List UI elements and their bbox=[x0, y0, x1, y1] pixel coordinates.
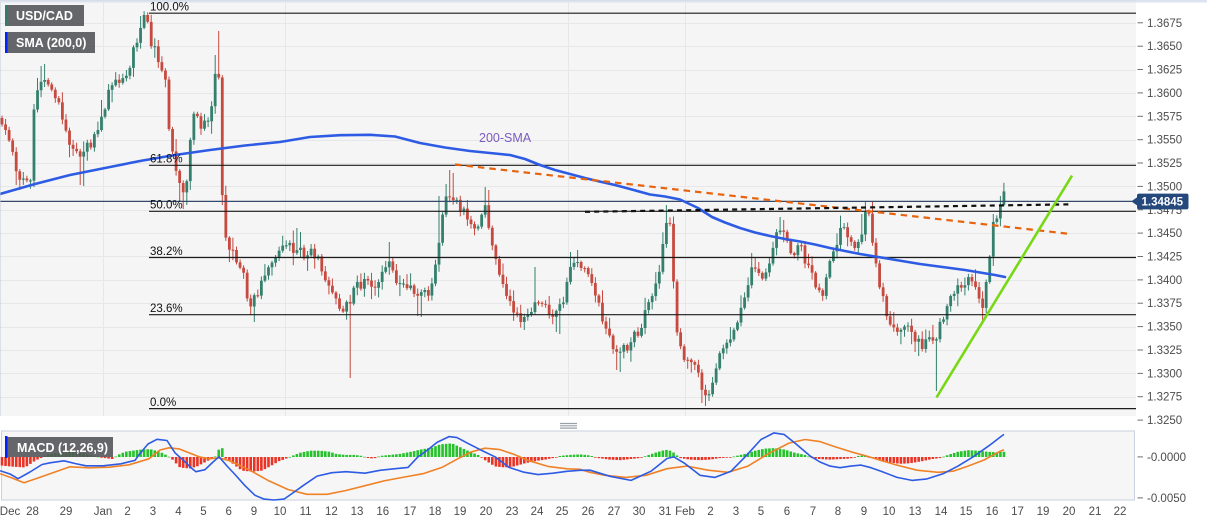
svg-text:20: 20 bbox=[480, 506, 493, 518]
svg-text:10: 10 bbox=[883, 506, 896, 518]
svg-text:1.3350: 1.3350 bbox=[1147, 322, 1182, 334]
svg-text:1.3550: 1.3550 bbox=[1147, 135, 1182, 147]
svg-text:17: 17 bbox=[404, 506, 417, 518]
svg-text:Jan: Jan bbox=[94, 506, 113, 518]
svg-text:1.3425: 1.3425 bbox=[1147, 252, 1182, 264]
svg-text:1.3600: 1.3600 bbox=[1147, 88, 1182, 100]
svg-text:200-SMA: 200-SMA bbox=[479, 131, 532, 145]
svg-text:9: 9 bbox=[251, 506, 257, 518]
svg-text:USD/CAD: USD/CAD bbox=[16, 9, 73, 23]
svg-text:-0.0050: -0.0050 bbox=[1147, 493, 1186, 505]
svg-text:1.3525: 1.3525 bbox=[1147, 158, 1182, 170]
svg-text:Dec: Dec bbox=[0, 506, 20, 518]
svg-text:6: 6 bbox=[784, 506, 790, 518]
svg-text:21: 21 bbox=[1089, 506, 1102, 518]
svg-text:15: 15 bbox=[960, 506, 973, 518]
svg-text:6: 6 bbox=[225, 506, 231, 518]
svg-text:13: 13 bbox=[909, 506, 922, 518]
svg-text:11: 11 bbox=[300, 506, 312, 518]
svg-text:4: 4 bbox=[175, 506, 182, 518]
svg-text:1.3300: 1.3300 bbox=[1147, 368, 1182, 380]
svg-text:3: 3 bbox=[150, 506, 156, 518]
svg-text:19: 19 bbox=[454, 506, 467, 518]
svg-text:1.3375: 1.3375 bbox=[1147, 298, 1182, 310]
svg-text:1.3275: 1.3275 bbox=[1147, 392, 1182, 404]
svg-text:1.3325: 1.3325 bbox=[1147, 345, 1182, 357]
svg-text:1.3650: 1.3650 bbox=[1147, 41, 1182, 53]
svg-text:13: 13 bbox=[351, 506, 364, 518]
svg-text:26: 26 bbox=[582, 506, 595, 518]
svg-text:1.3500: 1.3500 bbox=[1147, 181, 1182, 193]
svg-text:27: 27 bbox=[608, 506, 621, 518]
svg-text:22: 22 bbox=[1114, 506, 1127, 518]
svg-text:18: 18 bbox=[429, 506, 442, 518]
svg-text:14: 14 bbox=[935, 506, 948, 518]
svg-text:24: 24 bbox=[531, 506, 544, 518]
svg-text:10: 10 bbox=[274, 506, 287, 518]
svg-text:1.3675: 1.3675 bbox=[1147, 18, 1182, 30]
svg-text:20: 20 bbox=[1063, 506, 1076, 518]
svg-text:5: 5 bbox=[758, 506, 764, 518]
svg-text:12: 12 bbox=[325, 506, 338, 518]
svg-text:3: 3 bbox=[733, 506, 739, 518]
svg-text:1.3575: 1.3575 bbox=[1147, 111, 1182, 123]
svg-text:1.3625: 1.3625 bbox=[1147, 65, 1182, 77]
svg-text:MACD (12,26,9): MACD (12,26,9) bbox=[17, 441, 108, 455]
svg-text:1.3400: 1.3400 bbox=[1147, 275, 1182, 287]
svg-text:38.2%: 38.2% bbox=[150, 246, 183, 258]
svg-text:19: 19 bbox=[1037, 506, 1050, 518]
svg-text:16: 16 bbox=[986, 506, 999, 518]
svg-text:9: 9 bbox=[861, 506, 867, 518]
svg-text:23: 23 bbox=[506, 506, 519, 518]
svg-text:29: 29 bbox=[60, 506, 73, 518]
svg-text:-0.0000: -0.0000 bbox=[1147, 452, 1186, 464]
svg-text:0.0%: 0.0% bbox=[150, 397, 176, 409]
svg-text:28: 28 bbox=[26, 506, 39, 518]
svg-text:SMA (200,0): SMA (200,0) bbox=[16, 36, 86, 50]
svg-text:50.0%: 50.0% bbox=[150, 200, 183, 212]
svg-text:61.8%: 61.8% bbox=[150, 154, 183, 166]
svg-text:7: 7 bbox=[810, 506, 816, 518]
svg-text:30: 30 bbox=[633, 506, 646, 518]
svg-text:25: 25 bbox=[556, 506, 569, 518]
svg-text:2: 2 bbox=[124, 506, 130, 518]
svg-text:16: 16 bbox=[376, 506, 389, 518]
svg-text:23.6%: 23.6% bbox=[150, 303, 183, 315]
svg-text:5: 5 bbox=[200, 506, 206, 518]
svg-text:1.34845: 1.34845 bbox=[1142, 197, 1184, 209]
svg-text:1.3250: 1.3250 bbox=[1147, 415, 1182, 427]
svg-text:1.3450: 1.3450 bbox=[1147, 228, 1182, 240]
svg-text:17: 17 bbox=[1011, 506, 1024, 518]
svg-text:8: 8 bbox=[835, 506, 841, 518]
svg-text:100.0%: 100.0% bbox=[150, 2, 189, 14]
svg-text:31: 31 bbox=[659, 506, 672, 518]
svg-text:2: 2 bbox=[707, 506, 713, 518]
svg-text:Feb: Feb bbox=[675, 506, 695, 518]
